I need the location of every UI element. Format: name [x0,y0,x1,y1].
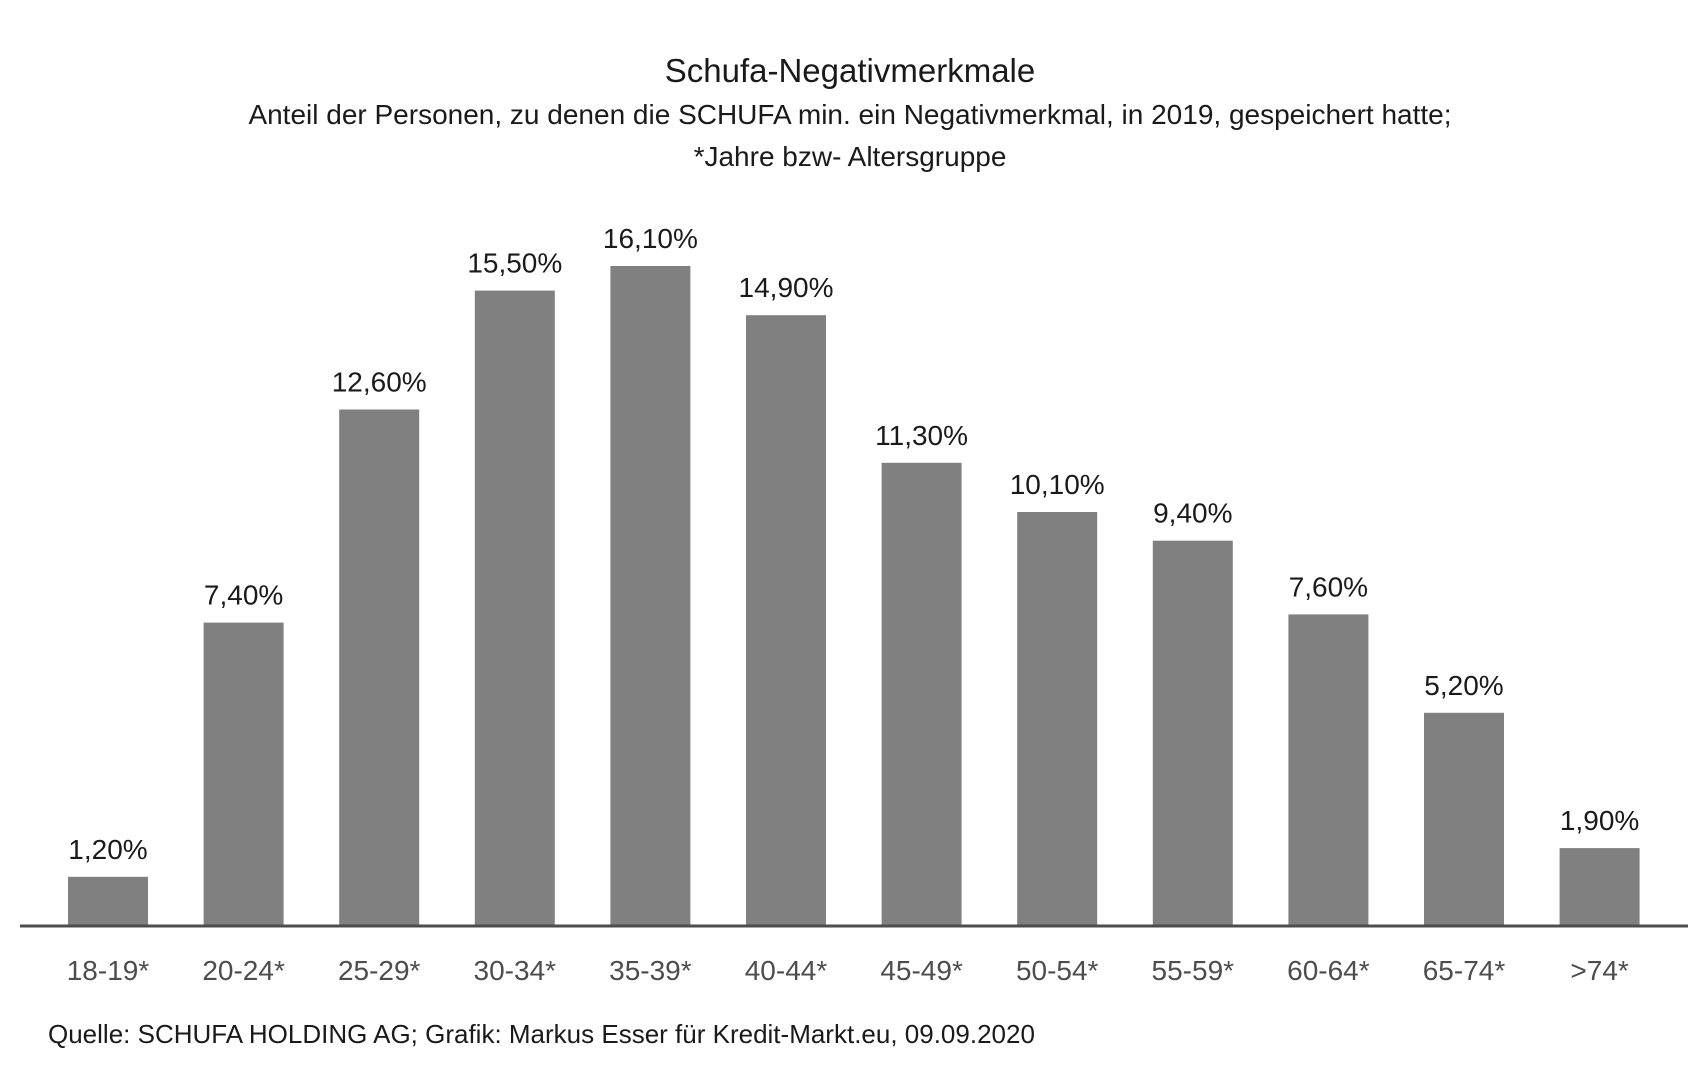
value-label-8: 9,40% [1153,498,1232,529]
value-label-3: 15,50% [467,248,562,279]
value-label-10: 5,20% [1424,670,1503,701]
value-label-2: 12,60% [332,367,427,398]
x-tick-label-8: 55-59* [1152,955,1235,986]
value-labels-group: 1,20% 7,40% 12,60% 15,50% 16,10% 14,90% 11,30%… [68,223,1639,865]
bars-group [68,266,1640,927]
bar-4 [610,266,691,926]
x-tick-label-7: 50-54* [1016,955,1099,986]
chart-subtitle-line-2: *Jahre bzw- Altersgruppe [694,141,1007,172]
x-tick-label-6: 45-49* [880,955,963,986]
value-label-0: 1,20% [68,834,147,865]
bar-9 [1288,614,1369,926]
source-note: Quelle: SCHUFA HOLDING AG; Grafik: Marku… [48,1019,1035,1049]
value-label-4: 16,10% [603,223,698,254]
bar-3 [474,290,555,927]
x-tick-label-0: 18-19* [67,955,150,986]
bar-6 [881,462,962,926]
bar-11 [1559,848,1640,926]
bar-2 [339,409,420,926]
x-tick-label-5: 40-44* [745,955,828,986]
value-label-6: 11,30% [875,420,968,451]
chart-title: Schufa-Negativmerkmale [665,52,1035,89]
bar-8 [1152,540,1233,926]
bar-10 [1424,712,1504,926]
chart-subtitle-line-1: Anteil der Personen, zu denen die SCHUFA… [248,99,1451,130]
x-tick-label-2: 25-29* [338,955,421,986]
x-tick-label-4: 35-39* [609,955,692,986]
value-label-11: 1,90% [1560,805,1639,836]
bar-0 [68,876,148,926]
value-label-9: 7,60% [1289,571,1368,602]
value-label-7: 10,10% [1010,469,1105,500]
value-label-5: 14,90% [739,272,834,303]
value-label-1: 7,40% [204,580,283,611]
x-tick-label-11: >74* [1570,955,1628,986]
x-tick-label-1: 20-24* [202,955,285,986]
bar-1 [203,622,284,926]
bar-5 [746,315,826,926]
bar-7 [1017,512,1098,926]
tick-labels-group: 18-19* 20-24* 25-29* 30-34* 35-39* 40-44* 45-4… [67,955,1629,986]
x-tick-label-10: 65-74* [1423,955,1506,986]
x-tick-label-9: 60-64* [1287,955,1370,986]
x-tick-label-3: 30-34* [474,955,557,986]
